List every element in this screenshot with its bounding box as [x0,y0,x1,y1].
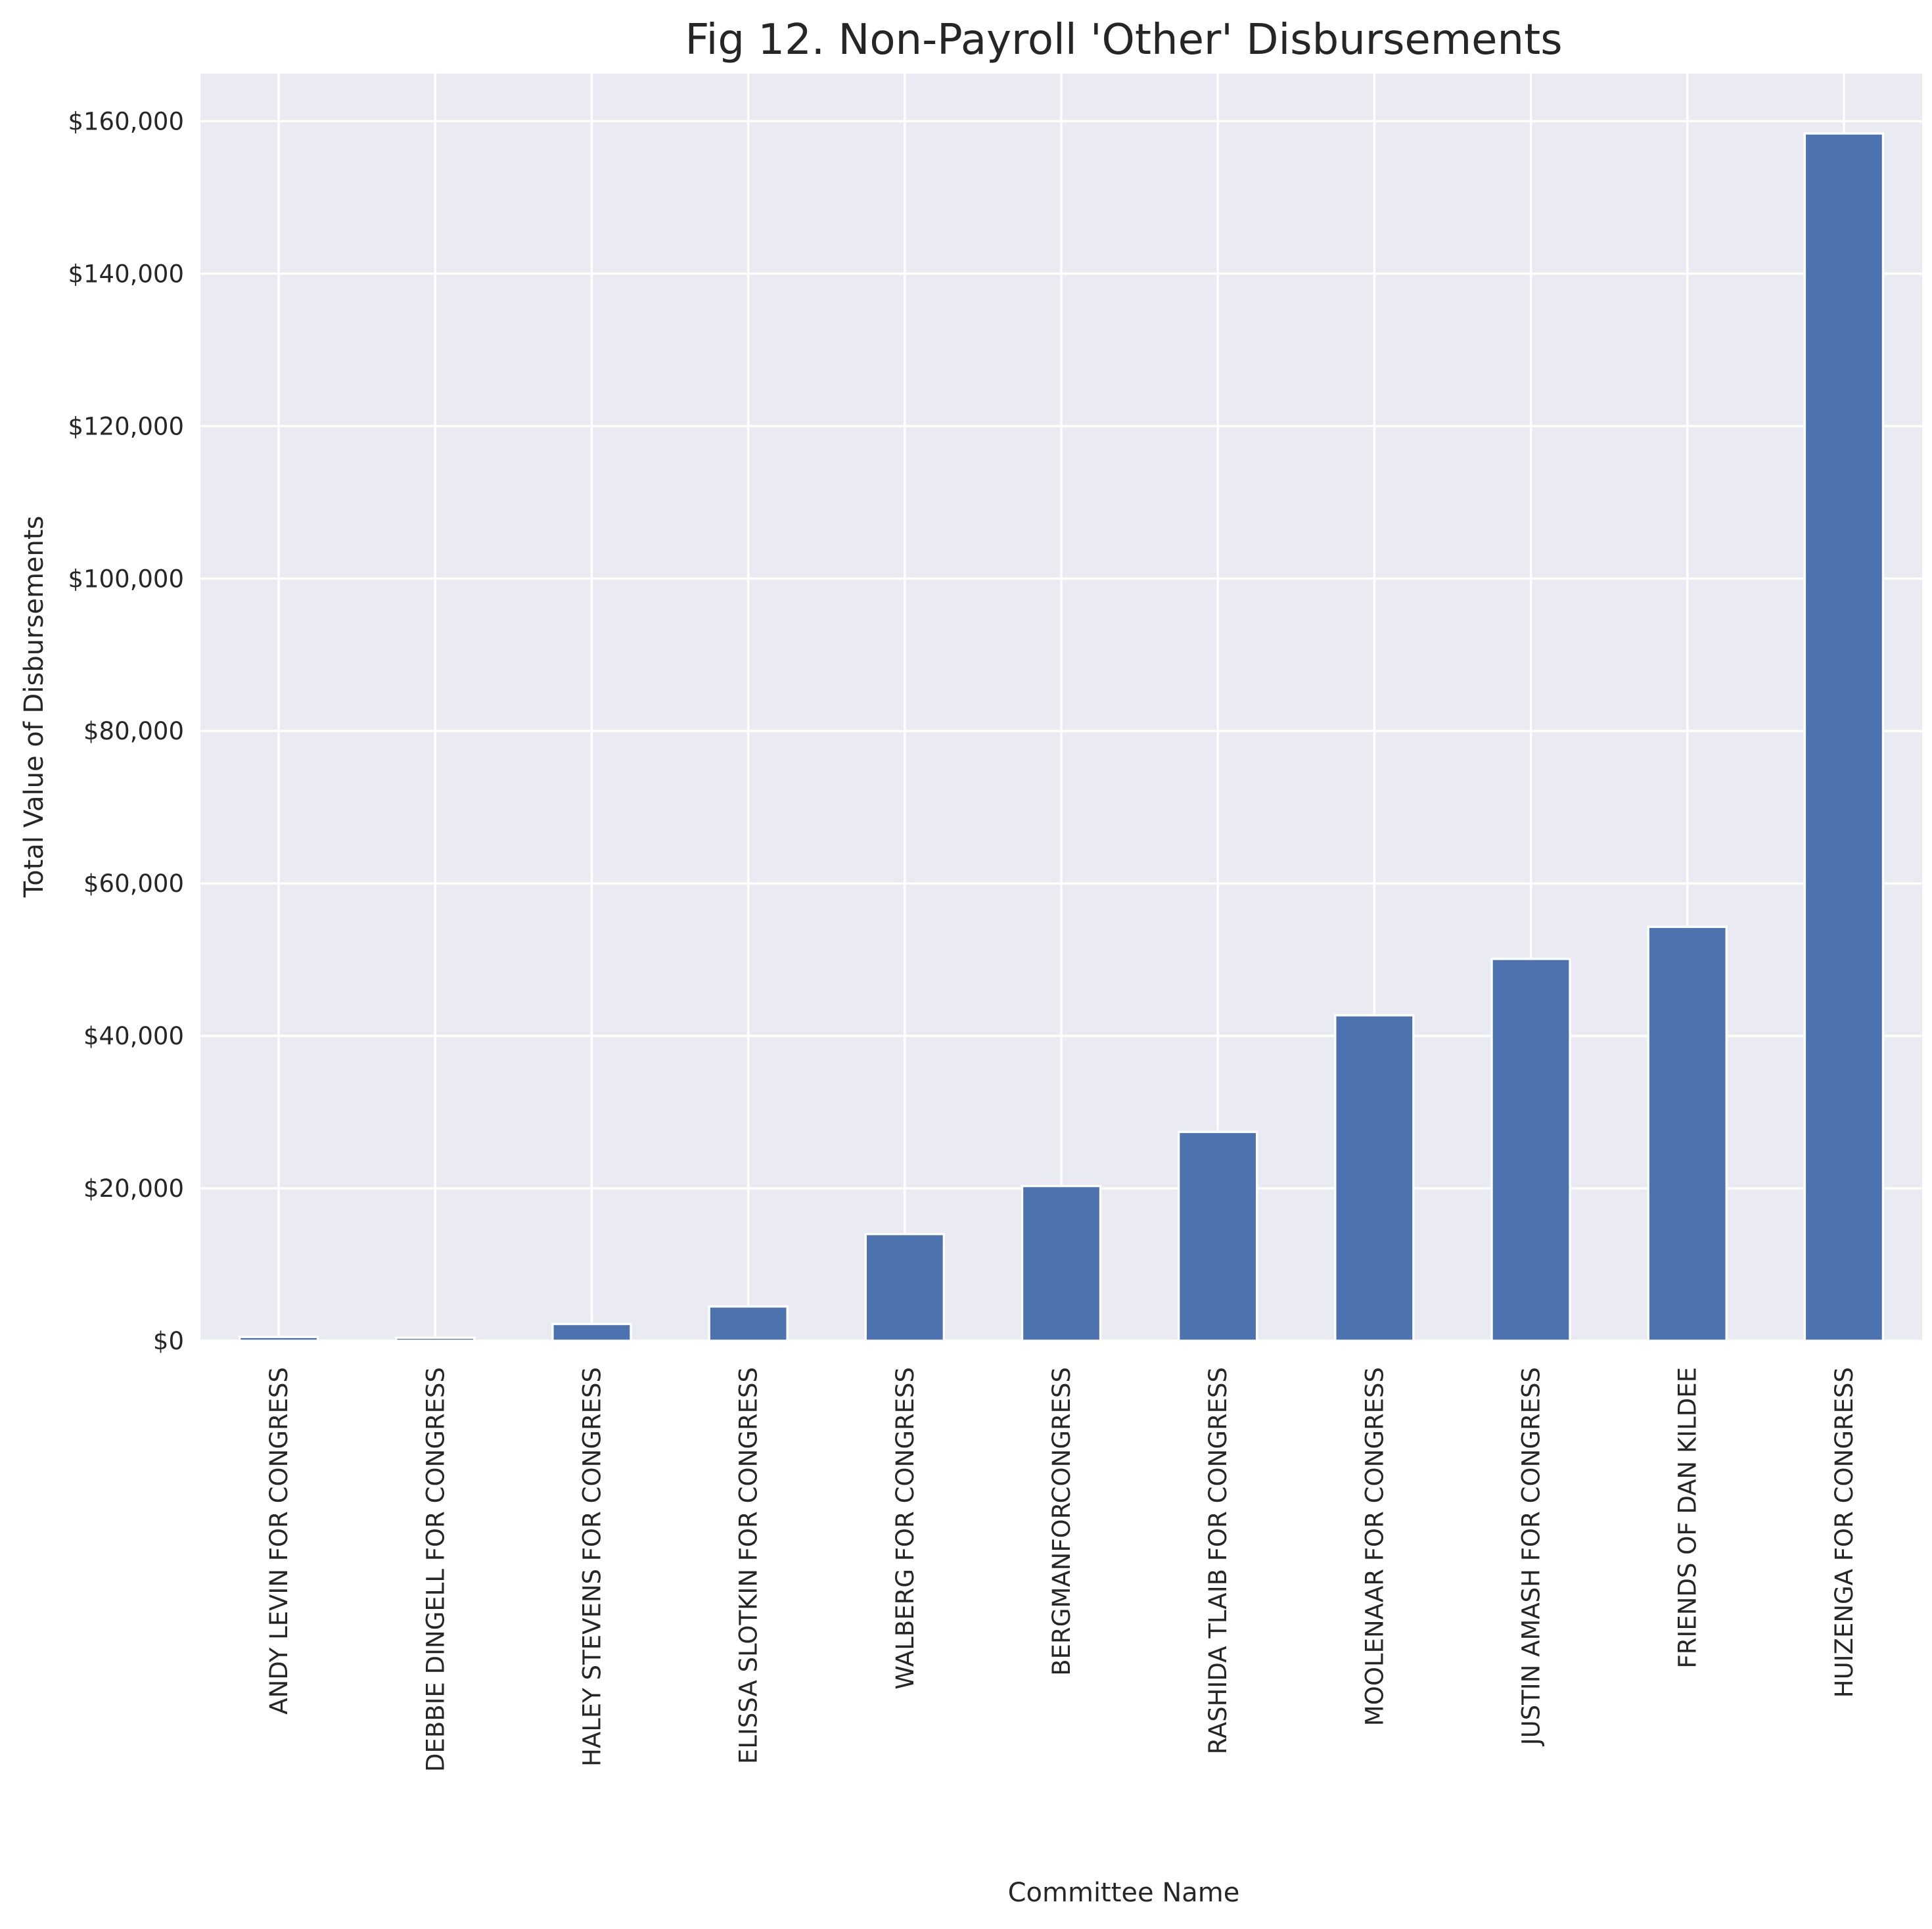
x-tick-label: RASHIDA TLAIB FOR CONGRESS [1204,1367,1232,1754]
bar [864,1232,946,1342]
x-tick-label: ANDY LEVIN FOR CONGRESS [265,1367,293,1715]
bar [395,1336,476,1342]
chart-title: Fig 12. Non-Payroll 'Other' Disbursement… [685,16,1562,64]
bar [238,1336,319,1342]
x-tick-label: MOOLENAAR FOR CONGRESS [1360,1367,1389,1726]
y-axis-ticks: $0 $20,000 $40,000 $60,000 $80,000 $100,000 $1… [68,107,184,1355]
y-tick-label: $20,000 [83,1174,184,1203]
x-tick-label: BERGMANFORCONGRESS [1047,1367,1076,1676]
x-axis-ticks: ANDY LEVIN FOR CONGRESS DEBBIE DINGELL FO… [265,1367,1858,1772]
bar [1021,1184,1102,1342]
y-tick-label: $140,000 [68,260,184,288]
y-tick-label: $120,000 [68,412,184,440]
y-tick-label: $100,000 [68,565,184,593]
x-tick-label: FRIENDS OF DAN KILDEE [1674,1367,1702,1669]
y-tick-label: $80,000 [83,717,184,745]
x-tick-label: JUSTIN AMASH FOR CONGRESS [1517,1367,1546,1746]
x-tick-label: HALEY STEVENS FOR CONGRESS [578,1367,606,1767]
x-tick-label: ELISSA SLOTKIN FOR CONGRESS [735,1367,763,1764]
bar [708,1305,789,1342]
y-tick-label: $160,000 [68,107,184,135]
bar [1803,132,1885,1342]
x-axis-label: Committee Name [1008,1878,1240,1908]
y-tick-label: $60,000 [83,870,184,898]
bars [238,132,1885,1342]
bar [1177,1130,1258,1342]
x-tick-label: DEBBIE DINGELL FOR CONGRESS [421,1367,449,1772]
plot-area [200,74,1922,1342]
bar [1490,958,1571,1342]
bar [551,1322,632,1342]
y-tick-label: $40,000 [83,1022,184,1050]
bar [1334,1014,1415,1342]
bar [1647,925,1728,1342]
y-tick-label: $0 [153,1327,184,1355]
y-axis-label: Total Value of Disbursements [19,516,49,898]
x-tick-label: HUIZENGA FOR CONGRESS [1830,1367,1858,1698]
x-tick-label: WALBERG FOR CONGRESS [891,1367,919,1690]
